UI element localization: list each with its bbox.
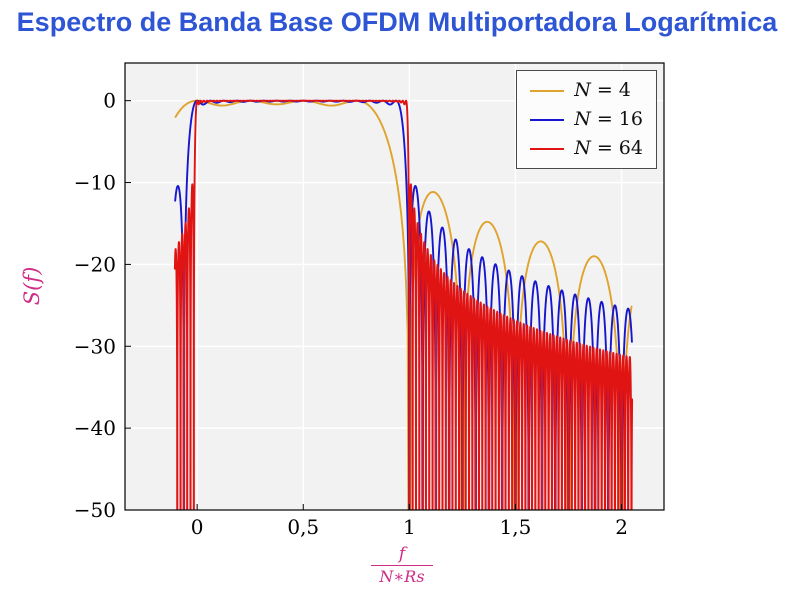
legend-line-sample bbox=[530, 89, 565, 92]
x-axis-label: f N∗Rs bbox=[352, 544, 452, 586]
x-tick-label: 1 bbox=[403, 515, 416, 539]
axis-frame bbox=[124, 62, 665, 511]
y-tick-label: −20 bbox=[74, 252, 116, 276]
series-line-N64 bbox=[173, 99, 634, 510]
x-tick-label: 1,5 bbox=[500, 515, 532, 539]
x-tick-label: 2 bbox=[615, 515, 628, 539]
legend-entry-label: N = 64 bbox=[574, 137, 643, 159]
legend-entry-label: N = 4 bbox=[574, 79, 631, 101]
legend: N = 4 N = 16 N = 64 bbox=[516, 70, 657, 169]
y-axis-label: S(f) bbox=[20, 266, 44, 306]
legend-entry: N = 64 bbox=[530, 138, 643, 159]
x-axis-label-numerator: f bbox=[398, 544, 406, 564]
legend-entry: N = 4 bbox=[530, 80, 643, 101]
y-tick-label: 0 bbox=[103, 89, 116, 113]
chart-title: Espectro de Banda Base OFDM Multiportado… bbox=[16, 7, 778, 37]
y-tick-label: −40 bbox=[74, 416, 116, 440]
series-group bbox=[173, 99, 634, 510]
y-tick-label: −50 bbox=[74, 498, 116, 522]
x-tick-label: 0 bbox=[191, 515, 204, 539]
x-axis-label-denominator: N∗Rs bbox=[379, 567, 425, 586]
y-tick-label: −10 bbox=[74, 171, 116, 195]
legend-entry: N = 16 bbox=[530, 109, 643, 130]
x-tick-label: 0,5 bbox=[287, 515, 319, 539]
fraction-bar bbox=[371, 565, 433, 566]
y-tick-label: −30 bbox=[74, 334, 116, 358]
legend-entry-label: N = 16 bbox=[574, 108, 643, 130]
legend-line-sample bbox=[530, 118, 565, 121]
legend-line-sample bbox=[530, 147, 565, 150]
